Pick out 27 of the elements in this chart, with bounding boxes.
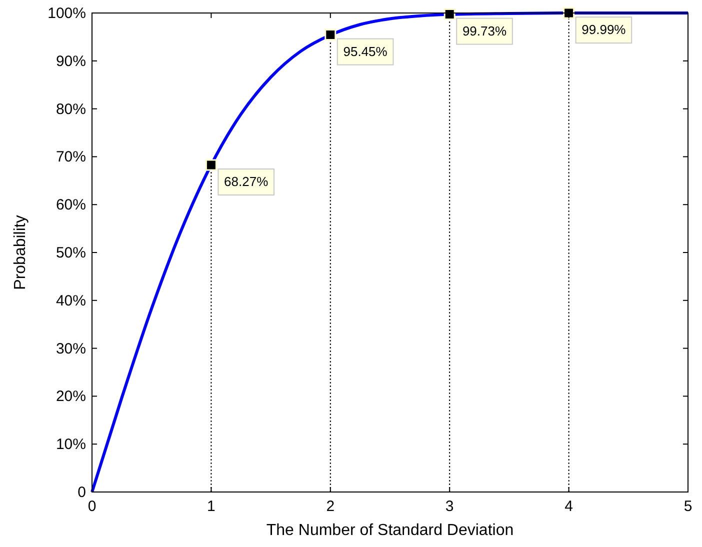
point: [563, 7, 575, 19]
y-tick-label: 70%: [56, 148, 86, 166]
y-tick-label: 40%: [56, 292, 86, 310]
x-tick-label: 2: [326, 498, 335, 515]
point: [205, 159, 217, 171]
data-label: 68.27%: [224, 174, 269, 189]
data-label: 99.99%: [582, 22, 626, 38]
y-tick-label: 90%: [56, 52, 86, 70]
data-label: 99.73%: [462, 23, 507, 38]
x-tick-label: 0: [88, 498, 96, 515]
y-axis-title: Probability: [12, 215, 29, 290]
y-tick-label: 30%: [56, 340, 86, 358]
y-tick-label: 10%: [56, 436, 86, 454]
x-tick-label: 5: [684, 498, 692, 515]
data-label: 95.45%: [343, 44, 388, 59]
x-tick-label: 1: [207, 498, 216, 515]
y-tick-label: 100%: [48, 5, 86, 22]
x-axis-title: The Number of Standard Deviation: [266, 522, 514, 539]
y-tick-label: 50%: [56, 244, 86, 262]
point: [444, 8, 456, 20]
y-tick-label: 60%: [56, 196, 86, 214]
point: [324, 29, 336, 41]
y-tick-label: 20%: [56, 388, 86, 406]
y-tick-label: 80%: [56, 100, 86, 118]
x-tick-label: 3: [445, 498, 454, 515]
x-tick-label: 4: [564, 498, 573, 515]
y-tick-label: 0: [78, 484, 86, 501]
